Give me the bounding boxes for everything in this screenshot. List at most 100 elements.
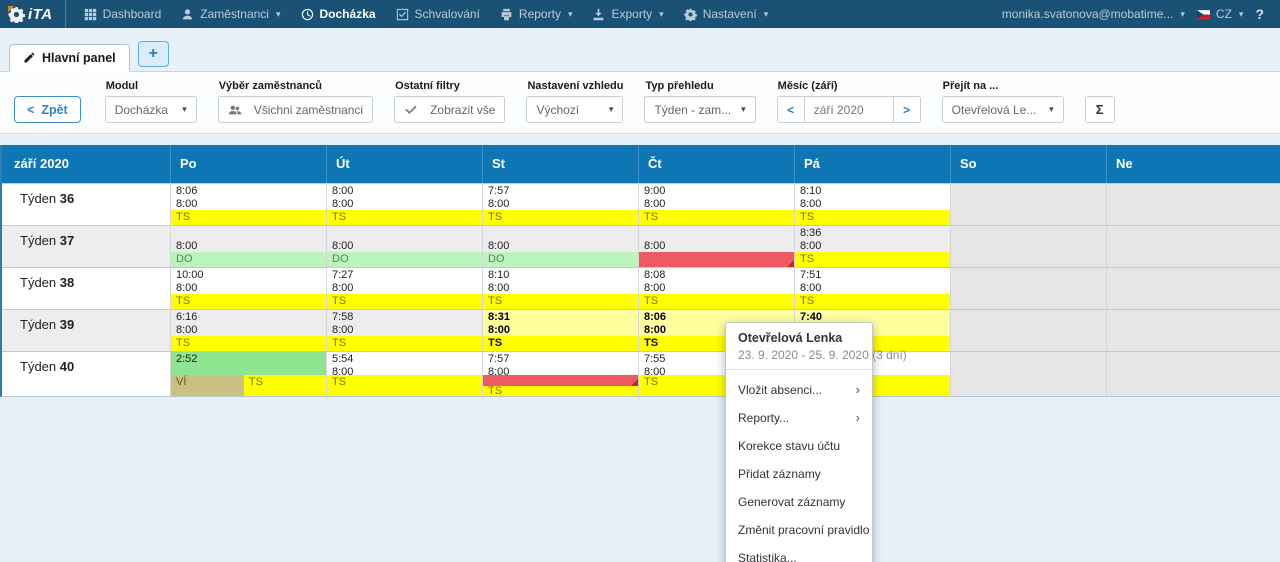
- table-header-row: září 2020 Po Út St Čt Pá So Ne: [2, 145, 1280, 183]
- appearance-select[interactable]: Výchozí ▾: [526, 96, 624, 123]
- cell-times: 8:00 8:00: [332, 185, 354, 210]
- cell-times: 8:10 8:00: [488, 269, 510, 294]
- nav-item-label: Exporty: [611, 7, 653, 21]
- week-label: Týden 38: [20, 275, 75, 290]
- nav-item-reporty[interactable]: Reporty ▾: [490, 0, 583, 28]
- user-menu[interactable]: monika.svatonova@mobatime... ▾: [996, 0, 1191, 28]
- day-column-header: St: [482, 145, 638, 183]
- cell-times: 7:57 8:00: [488, 185, 510, 210]
- menu-item-zmenit-pracovni-pravidlo[interactable]: Změnit pracovní pravidlo: [726, 516, 872, 544]
- bar-segment: TS: [795, 252, 950, 267]
- week-number: 38: [59, 275, 75, 290]
- chevron-down-icon: ▾: [659, 8, 664, 19]
- bar-segment: TS: [171, 336, 326, 351]
- day-cell[interactable]: 8:00 DO: [326, 226, 482, 267]
- bar-segment: TS: [483, 386, 638, 396]
- selected-value: Výchozí: [536, 102, 580, 117]
- bar-segment: TS: [171, 210, 326, 225]
- other-filters-button[interactable]: Zobrazit vše: [394, 96, 506, 123]
- day-cell[interactable]: 8:10 8:00 TS: [794, 184, 950, 225]
- day-cell[interactable]: 7:27 8:00 TS: [326, 268, 482, 309]
- help-button[interactable]: ?: [1255, 6, 1264, 22]
- nav-item-label: Reporty: [518, 7, 561, 21]
- cell-times: 6:16 8:00: [176, 311, 198, 336]
- field-label-prejit-na: Přejít na ...: [942, 80, 999, 92]
- month-input[interactable]: září 2020: [804, 96, 893, 123]
- weekend-cell: [1106, 184, 1280, 225]
- day-cell[interactable]: 10:00 8:00 TS: [170, 268, 326, 309]
- cell-times: 9:00 8:00: [644, 185, 666, 210]
- tab-label: Hlavní panel: [42, 51, 116, 65]
- day-cell[interactable]: 2:52 VÍ TS: [170, 352, 326, 396]
- menu-item-generovat-zaznamy[interactable]: Generovat záznamy: [726, 488, 872, 516]
- prev-month-button[interactable]: <: [776, 96, 805, 123]
- day-cell[interactable]: 8:08 8:00 TS: [638, 268, 794, 309]
- bar-segment: TS: [327, 375, 482, 396]
- day-column-header: Út: [326, 145, 482, 183]
- add-tab-button[interactable]: +: [137, 41, 169, 67]
- bar-segment: TS: [243, 375, 326, 396]
- top-navbar: iTA Dashboard Zaměstnanci ▾ Docházka Schvalo…: [0, 0, 1280, 28]
- module-select[interactable]: Docházka ▾: [104, 96, 197, 123]
- day-cell[interactable]: 8:10 8:00 TS: [482, 268, 638, 309]
- field-label-typ-prehledu: Typ přehledu: [645, 80, 714, 92]
- back-button[interactable]: < Zpět: [14, 96, 81, 123]
- go-to-select[interactable]: Otevřelová Le... ▾: [941, 96, 1064, 123]
- next-month-button[interactable]: >: [892, 96, 921, 123]
- day-cell[interactable]: 8:00 8:00 TS: [326, 184, 482, 225]
- table-header-month: září 2020: [14, 156, 69, 171]
- week-number: 39: [59, 317, 75, 332]
- day-cell[interactable]: 8:00: [638, 226, 794, 267]
- language-menu[interactable]: CZ ▾: [1191, 0, 1250, 28]
- cell-times: 7:40: [800, 311, 823, 323]
- day-cell[interactable]: 8:36 8:00 TS: [794, 226, 950, 267]
- table-row: Týden 40 2:52 VÍ TS 5:54 8:00 TS 7:57 8:00 TS 7:5…: [2, 351, 1280, 396]
- context-menu-header: Otevřelová Lenka 23. 9. 2020 - 25. 9. 20…: [726, 323, 907, 370]
- view-type-select[interactable]: Týden - zam... ▾: [644, 96, 756, 123]
- back-button-label: Zpět: [41, 102, 68, 117]
- day-cell[interactable]: 9:00 8:00 TS: [638, 184, 794, 225]
- day-cell[interactable]: 6:16 8:00 TS: [170, 310, 326, 351]
- menu-item-label: Přidat záznamy: [738, 467, 821, 481]
- cell-times: 8:00: [176, 239, 198, 252]
- menu-item-vlozit-absenci[interactable]: Vložit absenci... ›: [726, 376, 872, 404]
- day-cell[interactable]: 8:00 DO: [170, 226, 326, 267]
- day-cell[interactable]: 7:51 8:00 TS: [794, 268, 950, 309]
- day-cell[interactable]: 7:58 8:00 TS: [326, 310, 482, 351]
- week-label: Týden 39: [2, 310, 170, 351]
- nav-item-label: Nastavení: [702, 7, 757, 21]
- day-cell[interactable]: 8:06 8:00 TS: [170, 184, 326, 225]
- nav-item-exporty[interactable]: Exporty ▾: [582, 0, 673, 28]
- day-column-header: So: [950, 145, 1106, 183]
- cell-times: 8:00: [644, 239, 666, 252]
- sum-button[interactable]: Σ: [1084, 96, 1115, 123]
- nav-item-zamestnanci[interactable]: Zaměstnanci ▾: [171, 0, 290, 28]
- menu-item-statistika[interactable]: Statistika...: [726, 544, 872, 562]
- chevron-down-icon: ▾: [1180, 8, 1185, 19]
- nav-item-schvalovani[interactable]: Schvalování: [386, 0, 490, 28]
- bar-segment: TS: [483, 294, 638, 309]
- nav-item-dashboard[interactable]: Dashboard: [74, 0, 172, 28]
- weekend-cell: [1106, 352, 1280, 396]
- menu-item-reporty[interactable]: Reporty... ›: [726, 404, 872, 432]
- employee-selection-button[interactable]: Všichni zaměstnanci: [217, 96, 374, 123]
- field-label-nastaveni-vzhledu: Nastavení vzhledu: [527, 80, 624, 92]
- day-cell[interactable]: 8:00 DO: [482, 226, 638, 267]
- day-cell[interactable]: 7:57 8:00 TS: [482, 184, 638, 225]
- logo-text: iTA: [28, 5, 53, 23]
- chevron-down-icon: ▾: [567, 8, 573, 19]
- bar-segment: TS: [795, 294, 950, 309]
- menu-item-label: Změnit pracovní pravidlo: [738, 523, 870, 537]
- menu-item-pridat-zaznamy[interactable]: Přidat záznamy: [726, 460, 872, 488]
- nav-item-dochazka[interactable]: Docházka: [291, 0, 386, 28]
- weekend-cell: [950, 226, 1106, 267]
- day-cell[interactable]: 7:57 8:00 TS: [482, 352, 638, 396]
- table-row: Týden 39 6:16 8:00 TS 7:58 8:00 TS 8:31 8:00 TS 8:…: [2, 309, 1280, 351]
- nav-item-nastaveni[interactable]: Nastavení ▾: [674, 0, 779, 28]
- day-cell[interactable]: 8:31 8:00 TS: [482, 310, 638, 351]
- day-cell[interactable]: 5:54 8:00 TS: [326, 352, 482, 396]
- menu-item-korekce-stavu-uctu[interactable]: Korekce stavu účtu: [726, 432, 872, 460]
- navbar-right: monika.svatonova@mobatime... ▾ CZ ▾ ?: [996, 0, 1270, 28]
- tab-main-panel[interactable]: Hlavní panel: [9, 44, 130, 72]
- field-label-ostatni-filtry: Ostatní filtry: [395, 80, 460, 92]
